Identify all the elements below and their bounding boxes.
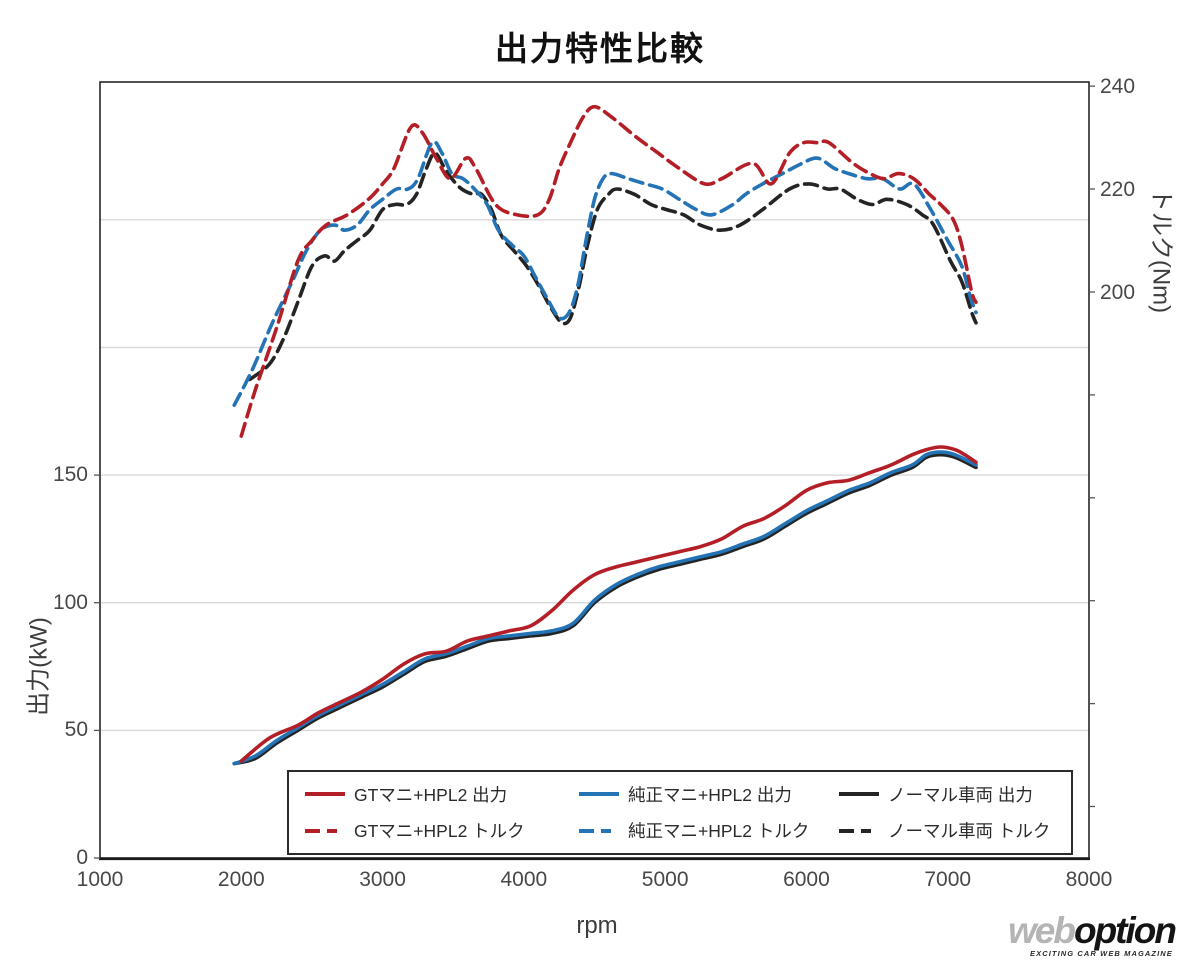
- chart-title: 出力特性比較: [495, 30, 705, 67]
- legend-label: GTマニ+HPL2 出力: [354, 784, 508, 805]
- x-tick-label-2000: 2000: [217, 868, 265, 891]
- series-line-3: [239, 104, 978, 438]
- x-tick-label-3000: 3000: [359, 868, 406, 891]
- y-left-tick-label-0: 0: [76, 846, 88, 869]
- x-tick-label-5000: 5000: [641, 868, 689, 891]
- legend-item-normal-power: ノーマル車両 出力: [839, 782, 1071, 807]
- y-left-tick-label-50: 50: [64, 718, 88, 742]
- x-tick-label-4000: 4000: [500, 868, 548, 891]
- y-axis-title-right: トルク(Nm): [1147, 187, 1175, 314]
- legend-item-stock-mani-power: 純正マニ+HPL2 出力: [579, 782, 839, 807]
- x-tick-label-1000: 1000: [76, 868, 124, 891]
- legend-line-sample-blue-solid: [579, 792, 619, 797]
- x-tick-label-8000: 8000: [1065, 868, 1113, 891]
- y-right-tick-label-240: 240: [1100, 75, 1136, 99]
- x-tick-label-6000: 6000: [783, 868, 830, 891]
- y-left-tick-label-100: 100: [52, 590, 88, 614]
- watermark-option-text: option: [1073, 910, 1177, 951]
- y-right-tick-label-220: 220: [1100, 178, 1136, 202]
- legend-item-gt-mani-power: GTマニ+HPL2 出力: [305, 782, 579, 807]
- legend-item-normal-torque: ノーマル車両 トルク: [839, 818, 1071, 843]
- legend-label: GTマニ+HPL2 トルク: [354, 821, 525, 842]
- legend-label: 純正マニ+HPL2 出力: [628, 784, 792, 805]
- series-line-4: [232, 139, 978, 407]
- watermark-wordmark: weboption: [1008, 912, 1194, 949]
- legend-label: ノーマル車両 トルク: [888, 821, 1051, 842]
- chart-legend: GTマニ+HPL2 出力 純正マニ+HPL2 出力 ノーマル車両 出力 GTマニ…: [287, 770, 1073, 855]
- legend-line-sample-black-solid: [839, 792, 879, 797]
- legend-line-sample-black-dashed: [839, 828, 879, 833]
- legend-line-sample-blue-dashed: [579, 828, 619, 833]
- legend-line-sample-red-solid: [305, 792, 345, 797]
- y-right-tick-label-200: 200: [1100, 280, 1136, 304]
- legend-item-gt-mani-torque: GTマニ+HPL2 トルク: [305, 818, 579, 843]
- legend-label: ノーマル車両 出力: [888, 784, 1033, 805]
- legend-label: 純正マニ+HPL2 トルク: [628, 821, 810, 842]
- legend-item-stock-mani-torque: 純正マニ+HPL2 トルク: [579, 818, 839, 843]
- series-line-1: [232, 450, 978, 766]
- x-axis-title: rpm: [576, 912, 618, 939]
- x-tick-label-7000: 7000: [924, 868, 972, 891]
- series-line-0: [239, 445, 978, 763]
- series-line-2: [232, 452, 978, 766]
- y-left-tick-label-150: 150: [52, 463, 88, 487]
- series-line-5: [248, 151, 978, 382]
- weboption-watermark-logo: weboption EXCITING CAR WEB MAGAZINE: [1008, 912, 1194, 958]
- legend-line-sample-red-dashed: [305, 828, 345, 833]
- watermark-web-text: web: [1008, 910, 1076, 951]
- watermark-tagline: EXCITING CAR WEB MAGAZINE: [1030, 949, 1173, 958]
